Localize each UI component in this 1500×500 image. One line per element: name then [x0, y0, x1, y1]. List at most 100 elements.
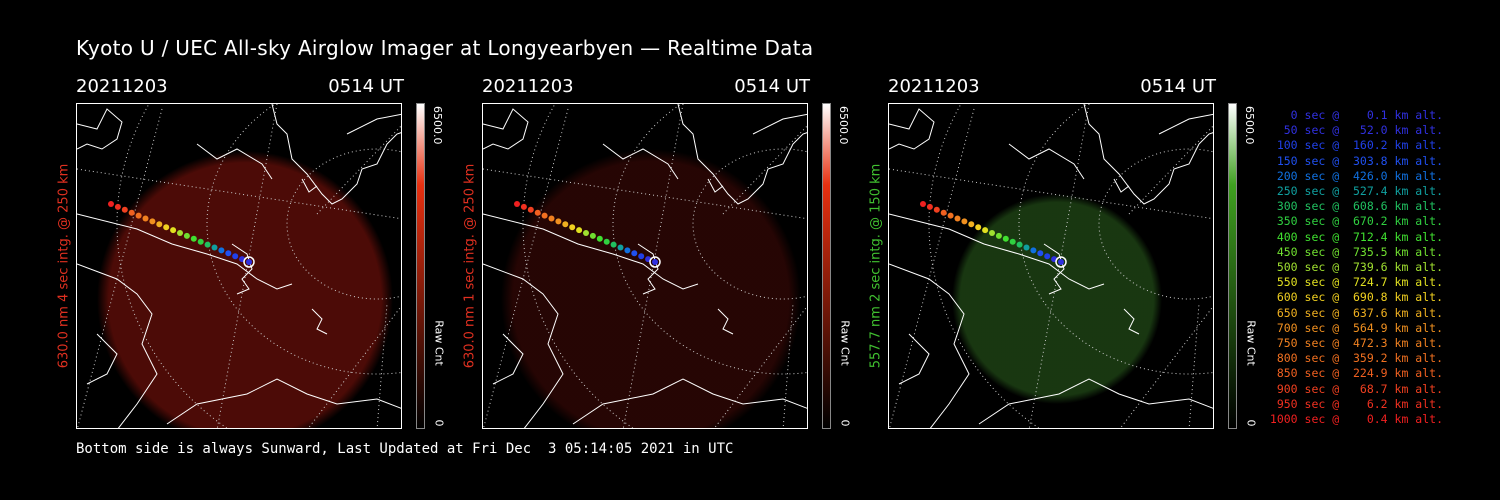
track-point [1016, 241, 1023, 248]
panel-time: 0514 UT [328, 76, 404, 97]
track-point [163, 224, 170, 231]
track-point [569, 224, 576, 231]
airglow-panel-3: 20211203 0514 UT 557.7 nm 2 sec intg. @ 15… [869, 76, 1308, 436]
map-svg [889, 104, 1213, 428]
track-point [232, 253, 239, 260]
track-point [995, 232, 1002, 239]
legend-entry: 950 sec @ 6.2 km alt. [1269, 396, 1443, 411]
track-point [562, 221, 569, 228]
trajectory-legend: 0 sec @ 0.1 km alt. 50 sec @ 52.0 km alt… [1270, 108, 1443, 427]
colorbar-min-label: 0 [838, 419, 852, 427]
track-point [520, 203, 527, 210]
track-point [135, 212, 142, 219]
legend-entry: 850 sec @ 224.9 km alt. [1269, 366, 1443, 381]
track-point [920, 201, 926, 207]
track-point [548, 215, 555, 222]
coastlines [77, 104, 401, 428]
track-point [583, 230, 589, 236]
footer-status: Bottom side is always Sunward, Last Upda… [76, 441, 734, 457]
legend-entry: 100 sec @ 160.2 km alt. [1269, 138, 1443, 153]
track-point [954, 215, 961, 222]
panel-wavelength-label: 630.0 nm 1 sec intg. @ 250 km [462, 163, 478, 369]
track-point [114, 203, 121, 210]
station-marker [243, 256, 255, 268]
legend-entry: 450 sec @ 735.5 km alt. [1269, 244, 1443, 259]
panel-wavelength-label: 557.7 nm 2 sec intg. @ 150 km [868, 163, 884, 369]
colorbar-max-label: 6500.0 [837, 106, 850, 145]
track-point [596, 235, 603, 242]
airglow-disk [952, 194, 1162, 404]
legend-entry: 300 sec @ 608.6 km alt. [1269, 199, 1443, 214]
track-point [1009, 238, 1016, 245]
track-point [527, 206, 534, 213]
colorbar-unit-label: Raw Cnt [838, 320, 852, 366]
track-point [170, 227, 177, 234]
track-point [940, 209, 947, 216]
allsky-map [76, 103, 402, 429]
allsky-map [482, 103, 808, 429]
track-point [156, 221, 163, 228]
panel-time: 0514 UT [734, 76, 810, 97]
track-point [1037, 250, 1044, 257]
legend-entry: 900 sec @ 68.7 km alt. [1269, 381, 1443, 396]
track-point [975, 224, 982, 231]
track-point [225, 250, 232, 257]
legend-entry: 50 sec @ 52.0 km alt. [1269, 123, 1443, 138]
panel-date: 20211203 [76, 76, 168, 97]
legend-entry: 350 sec @ 670.2 km alt. [1269, 214, 1443, 229]
legend-entry: 200 sec @ 426.0 km alt. [1269, 168, 1443, 183]
track-point [218, 247, 225, 254]
satellite-track [514, 201, 661, 268]
track-point [1044, 253, 1051, 260]
coastlines [483, 104, 807, 428]
track-point [603, 238, 610, 245]
track-point [183, 232, 190, 239]
legend-entry: 150 sec @ 303.8 km alt. [1269, 153, 1443, 168]
track-point [624, 247, 631, 254]
track-point [638, 253, 645, 260]
track-point [1058, 259, 1064, 265]
map-svg [77, 104, 401, 428]
track-point [142, 215, 149, 222]
track-point [1030, 247, 1037, 254]
legend-entry: 400 sec @ 712.4 km alt. [1269, 229, 1443, 244]
satellite-track [108, 201, 255, 268]
colorbar-max-label: 6500.0 [1243, 106, 1256, 145]
track-point [541, 212, 548, 219]
airglow-disk [97, 151, 393, 428]
track-point [1023, 244, 1030, 251]
track-point [534, 209, 541, 216]
map-svg [483, 104, 807, 428]
track-point [576, 227, 583, 234]
legend-entry: 550 sec @ 724.7 km alt. [1269, 275, 1443, 290]
colorbar-unit-label: Raw Cnt [432, 320, 446, 366]
airglow-panel-1: 20211203 0514 UT 630.0 nm 4 sec intg. @ 25… [57, 76, 496, 436]
panel-date: 20211203 [888, 76, 980, 97]
track-point [190, 235, 197, 242]
legend-entry: 700 sec @ 564.9 km alt. [1269, 320, 1443, 335]
colorbar [416, 103, 425, 429]
track-point [197, 238, 204, 245]
track-point [652, 259, 658, 265]
track-point [926, 203, 933, 210]
legend-entry: 650 sec @ 637.6 km alt. [1269, 305, 1443, 320]
track-point [108, 201, 114, 207]
track-point [589, 232, 596, 239]
colorbar [1228, 103, 1237, 429]
legend-entry: 750 sec @ 472.3 km alt. [1269, 336, 1443, 351]
airglow-panel-2: 20211203 0514 UT 630.0 nm 1 sec intg. @ 25… [463, 76, 902, 436]
satellite-track [920, 201, 1067, 268]
legend-entry: 800 sec @ 359.2 km alt. [1269, 351, 1443, 366]
allsky-map [888, 103, 1214, 429]
track-point [204, 241, 211, 248]
panel-time: 0514 UT [1140, 76, 1216, 97]
track-point [246, 259, 252, 265]
page-title: Kyoto U / UEC All-sky Airglow Imager at … [76, 36, 814, 60]
track-point [947, 212, 954, 219]
colorbar-max-label: 6500.0 [431, 106, 444, 145]
track-point [982, 227, 989, 234]
legend-entry: 250 sec @ 527.4 km alt. [1269, 184, 1443, 199]
track-point [617, 244, 624, 251]
track-point [128, 209, 135, 216]
coastlines [889, 104, 1213, 428]
